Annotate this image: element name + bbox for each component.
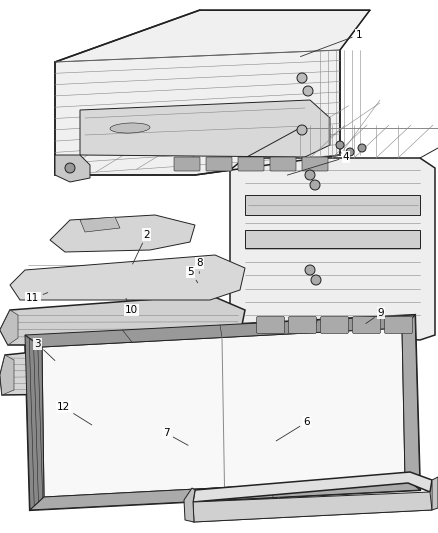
Circle shape: [303, 86, 313, 96]
Polygon shape: [55, 155, 90, 182]
Polygon shape: [10, 255, 245, 300]
Polygon shape: [245, 230, 420, 248]
Polygon shape: [25, 315, 415, 347]
Circle shape: [297, 73, 307, 83]
FancyBboxPatch shape: [321, 317, 349, 334]
Circle shape: [297, 125, 307, 135]
Text: 11: 11: [26, 293, 48, 303]
Text: 10: 10: [125, 298, 138, 315]
Polygon shape: [80, 217, 120, 232]
FancyBboxPatch shape: [174, 157, 200, 171]
FancyBboxPatch shape: [289, 317, 317, 334]
Polygon shape: [42, 328, 405, 497]
Text: 7: 7: [163, 429, 188, 445]
Circle shape: [336, 141, 344, 149]
Circle shape: [305, 170, 315, 180]
FancyBboxPatch shape: [302, 157, 328, 171]
Polygon shape: [55, 10, 370, 175]
Text: 6: 6: [276, 417, 310, 441]
Polygon shape: [402, 315, 420, 490]
Text: 9: 9: [366, 308, 385, 324]
Circle shape: [358, 144, 366, 152]
FancyBboxPatch shape: [238, 157, 264, 171]
Polygon shape: [30, 478, 420, 510]
Polygon shape: [0, 355, 14, 395]
FancyBboxPatch shape: [385, 317, 413, 334]
Polygon shape: [25, 315, 420, 510]
Circle shape: [311, 275, 321, 285]
Polygon shape: [80, 100, 330, 157]
Ellipse shape: [110, 123, 150, 133]
Circle shape: [305, 265, 315, 275]
Text: 2: 2: [133, 230, 150, 264]
FancyBboxPatch shape: [270, 157, 296, 171]
Polygon shape: [0, 332, 258, 395]
Polygon shape: [245, 195, 420, 215]
Circle shape: [65, 163, 75, 173]
Text: 4: 4: [287, 152, 350, 175]
Polygon shape: [230, 158, 435, 340]
FancyBboxPatch shape: [206, 157, 232, 171]
Polygon shape: [432, 477, 438, 510]
Circle shape: [310, 180, 320, 190]
FancyBboxPatch shape: [353, 317, 381, 334]
Polygon shape: [193, 492, 432, 522]
FancyBboxPatch shape: [257, 317, 285, 334]
Text: 3: 3: [34, 339, 55, 360]
Polygon shape: [50, 215, 195, 252]
Polygon shape: [0, 295, 245, 345]
Circle shape: [346, 148, 354, 156]
Text: 5: 5: [187, 267, 198, 283]
Text: 1: 1: [300, 30, 363, 56]
Text: 12: 12: [57, 402, 92, 425]
Polygon shape: [184, 488, 195, 522]
Polygon shape: [0, 310, 18, 345]
Text: 8: 8: [196, 258, 203, 273]
Polygon shape: [193, 472, 432, 502]
Polygon shape: [25, 335, 44, 510]
